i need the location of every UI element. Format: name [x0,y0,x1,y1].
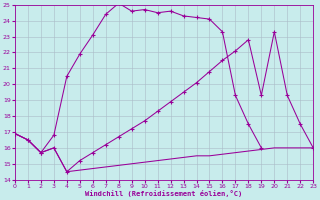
X-axis label: Windchill (Refroidissement éolien,°C): Windchill (Refroidissement éolien,°C) [85,190,243,197]
